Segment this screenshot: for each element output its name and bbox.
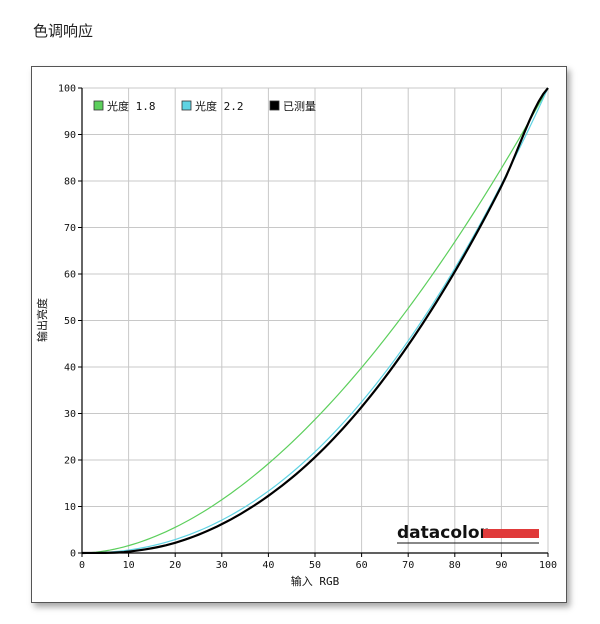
legend: 光度 1.8 光度 2.2 已测量 bbox=[93, 99, 316, 113]
y-tick-label: 70 bbox=[64, 223, 76, 234]
y-tick-labels: 0 10 20 30 40 50 60 70 80 90 100 bbox=[58, 84, 76, 560]
x-tick-label: 100 bbox=[539, 560, 557, 571]
series-line-2 bbox=[81, 87, 549, 554]
legend-label-1: 光度 1.8 bbox=[107, 99, 156, 113]
legend-swatch-3 bbox=[269, 100, 280, 111]
y-tick-label: 100 bbox=[58, 84, 76, 95]
y-tick-label: 20 bbox=[64, 456, 76, 467]
x-tick-label: 10 bbox=[123, 560, 135, 571]
legend-swatch-2 bbox=[181, 100, 192, 111]
x-tick-label: 50 bbox=[309, 560, 321, 571]
y-tick-label: 40 bbox=[64, 363, 76, 374]
y-tick-label: 0 bbox=[70, 549, 76, 560]
logo-bar bbox=[483, 529, 539, 538]
x-tick-label: 90 bbox=[495, 560, 507, 571]
tone-response-chart: 0 10 20 30 40 50 60 70 80 90 100 0 10 20 30 40 50 60 70 80… bbox=[35, 84, 557, 589]
logo-text: datacolor bbox=[397, 523, 489, 543]
y-tick-label: 80 bbox=[64, 177, 76, 188]
page-title: 色调响应 bbox=[33, 22, 94, 40]
grid-lines bbox=[81, 87, 549, 554]
x-tick-label: 70 bbox=[402, 560, 414, 571]
series-lines bbox=[81, 87, 549, 555]
y-tick-label: 90 bbox=[64, 130, 76, 141]
chart-frame: 0 10 20 30 40 50 60 70 80 90 100 0 10 20 30 40 50 60 70 80… bbox=[31, 66, 567, 603]
y-tick-label: 60 bbox=[64, 270, 76, 281]
x-tick-label: 20 bbox=[169, 560, 181, 571]
y-tick-label: 10 bbox=[64, 502, 76, 513]
x-tick-label: 80 bbox=[449, 560, 461, 571]
x-tick-label: 0 bbox=[79, 560, 85, 571]
series-line-3 bbox=[81, 87, 549, 555]
x-tick-labels: 0 10 20 30 40 50 60 70 80 90 100 bbox=[79, 560, 557, 571]
x-tick-label: 30 bbox=[216, 560, 228, 571]
x-tick-label: 40 bbox=[262, 560, 274, 571]
x-tick-label: 60 bbox=[356, 560, 368, 571]
legend-swatch-1 bbox=[93, 100, 104, 111]
x-axis-label: 输入 RGB bbox=[291, 574, 340, 588]
series-line-1 bbox=[81, 87, 549, 554]
y-tick-label: 30 bbox=[64, 409, 76, 420]
legend-label-3: 已测量 bbox=[283, 100, 316, 113]
y-axis-label: 输出亮度 bbox=[35, 298, 49, 342]
y-tick-label: 50 bbox=[64, 316, 76, 327]
datacolor-logo: datacolor bbox=[397, 523, 539, 544]
legend-label-2: 光度 2.2 bbox=[195, 99, 244, 113]
axes bbox=[78, 87, 549, 557]
